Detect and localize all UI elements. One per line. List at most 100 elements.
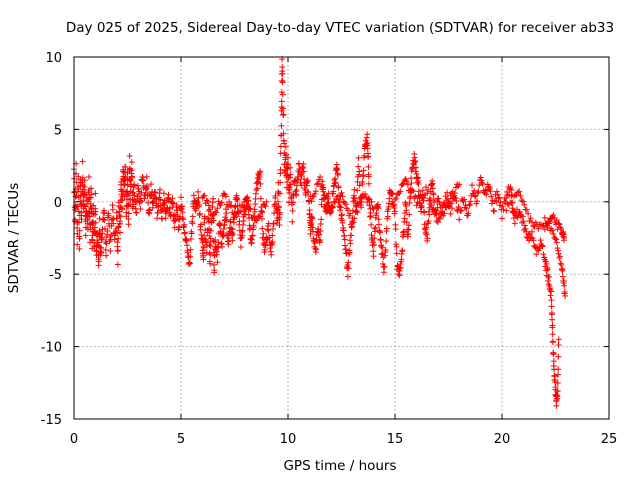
data-point	[557, 224, 564, 231]
data-point	[550, 339, 557, 346]
data-point	[556, 221, 563, 228]
data-point	[436, 216, 443, 223]
data-point	[494, 188, 501, 195]
data-point	[225, 241, 232, 248]
data-point	[301, 176, 308, 183]
data-point	[205, 202, 212, 209]
data-point	[324, 193, 331, 200]
data-point	[499, 203, 506, 210]
data-point	[276, 222, 283, 229]
data-point	[552, 384, 559, 391]
data-point	[384, 213, 391, 220]
data-point	[471, 187, 478, 194]
data-point	[115, 235, 122, 242]
data-point	[285, 161, 292, 168]
data-point	[258, 208, 265, 215]
y-tick-label: -5	[49, 268, 62, 283]
data-point	[201, 192, 208, 199]
data-point	[346, 249, 353, 256]
data-point	[325, 199, 332, 206]
data-point	[300, 161, 307, 168]
y-axis-label: SDTVAR / TECUs	[6, 183, 22, 293]
data-point	[92, 211, 99, 218]
data-point	[540, 251, 547, 258]
data-point	[466, 202, 473, 209]
data-point	[173, 202, 180, 209]
data-point	[201, 213, 208, 220]
data-point	[412, 158, 419, 165]
data-point	[517, 192, 524, 199]
data-point	[370, 241, 377, 248]
data-point	[181, 230, 188, 237]
data-point	[317, 236, 324, 243]
data-point	[521, 201, 528, 208]
data-point	[95, 258, 102, 265]
data-point	[250, 224, 257, 231]
data-point	[261, 202, 268, 209]
data-point	[284, 179, 291, 186]
data-point	[555, 353, 562, 360]
data-point	[375, 221, 382, 228]
data-point	[548, 215, 555, 222]
data-point	[76, 235, 83, 242]
data-point	[117, 229, 124, 236]
data-point	[364, 145, 371, 152]
data-point	[261, 246, 268, 253]
data-point	[88, 191, 95, 198]
data-point	[154, 209, 161, 216]
data-point	[196, 210, 203, 217]
data-point	[253, 186, 260, 193]
data-point	[418, 203, 425, 210]
data-point	[490, 207, 497, 214]
data-point	[85, 209, 92, 216]
data-point	[229, 209, 236, 216]
data-point	[365, 195, 372, 202]
data-point	[329, 204, 336, 211]
data-point	[539, 243, 546, 250]
data-point	[536, 245, 543, 252]
data-point	[423, 231, 430, 238]
data-point	[98, 235, 105, 242]
data-point	[377, 229, 384, 236]
data-point	[360, 173, 367, 180]
data-point	[279, 91, 286, 98]
data-point	[214, 248, 221, 255]
data-point	[74, 203, 81, 210]
data-point	[549, 322, 556, 329]
data-point	[135, 185, 142, 192]
data-point	[527, 215, 534, 222]
data-point	[356, 168, 363, 175]
data-point	[294, 176, 301, 183]
data-point	[367, 213, 374, 220]
data-point	[528, 219, 535, 226]
data-point	[119, 206, 126, 213]
data-point	[174, 207, 181, 214]
data-point	[373, 210, 380, 217]
data-point	[313, 246, 320, 253]
data-point	[518, 219, 525, 226]
data-point	[548, 309, 555, 316]
data-point	[293, 192, 300, 199]
data-point	[555, 220, 562, 227]
data-point	[166, 205, 173, 212]
data-point	[397, 265, 404, 272]
data-point	[109, 206, 116, 213]
data-point	[109, 216, 116, 223]
data-point	[504, 191, 511, 198]
data-point	[350, 192, 357, 199]
data-point	[368, 221, 375, 228]
data-point	[414, 199, 421, 206]
data-point	[188, 230, 195, 237]
data-point	[533, 251, 540, 258]
data-point	[74, 241, 81, 248]
data-point	[86, 213, 93, 220]
data-point	[509, 199, 516, 206]
data-point	[543, 260, 550, 267]
data-point	[316, 176, 323, 183]
data-point	[126, 153, 133, 160]
data-point	[197, 221, 204, 228]
data-point	[446, 200, 453, 207]
data-point	[242, 196, 249, 203]
data-point	[487, 188, 494, 195]
plot-frame	[73, 56, 610, 420]
